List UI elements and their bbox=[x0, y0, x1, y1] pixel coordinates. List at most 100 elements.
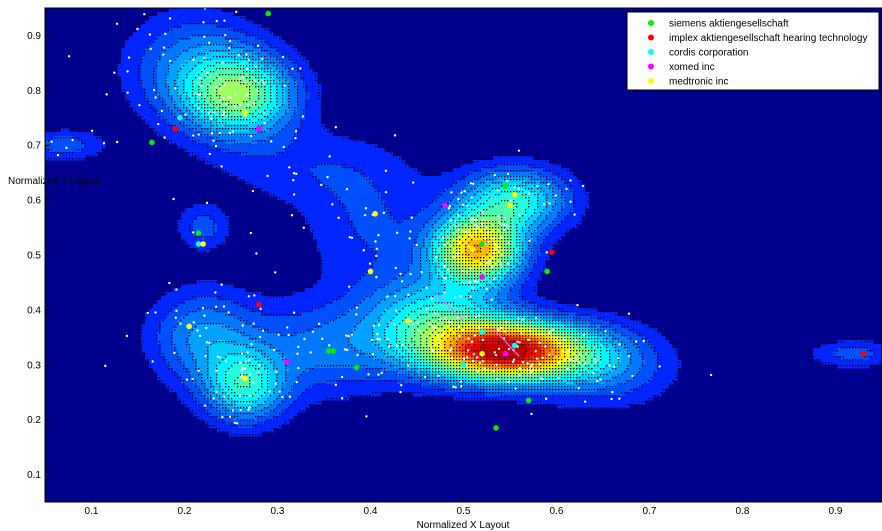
contour-cell bbox=[201, 64, 206, 69]
contour-cell bbox=[385, 384, 390, 389]
contour-cell bbox=[221, 20, 226, 25]
contour-cell bbox=[253, 420, 258, 425]
contour-cell bbox=[153, 84, 158, 89]
contour-cell bbox=[217, 296, 222, 301]
contour-cell bbox=[269, 376, 274, 381]
contour-cell bbox=[225, 300, 230, 305]
contour-cell bbox=[385, 216, 390, 221]
contour-cell bbox=[261, 320, 266, 325]
contour-cell bbox=[337, 256, 342, 261]
contour-cell bbox=[205, 244, 210, 249]
contour-cell bbox=[289, 132, 294, 137]
contour-cell bbox=[205, 368, 210, 373]
contour-cell bbox=[321, 376, 326, 381]
contour-cell bbox=[205, 248, 210, 253]
contour-cell bbox=[285, 48, 290, 53]
contour-cell bbox=[381, 320, 386, 325]
contour-cell bbox=[421, 180, 426, 185]
contour-cell bbox=[385, 280, 390, 285]
contour-cell bbox=[237, 340, 242, 345]
contour-cell bbox=[65, 132, 70, 137]
contour-cell bbox=[149, 312, 154, 317]
contour-cell bbox=[217, 336, 222, 341]
contour-cell bbox=[353, 300, 358, 305]
contour-cell bbox=[169, 84, 174, 89]
contour-cell bbox=[365, 200, 370, 205]
contour-cell bbox=[65, 140, 70, 145]
contour-cell bbox=[321, 172, 326, 177]
contour-cell bbox=[269, 64, 274, 69]
contour-cell bbox=[393, 176, 398, 181]
contour-cell bbox=[189, 396, 194, 401]
contour-cell bbox=[401, 376, 406, 381]
contour-cell bbox=[133, 44, 138, 49]
contour-cell bbox=[377, 236, 382, 241]
contour-cell bbox=[181, 80, 186, 85]
contour-cell bbox=[321, 188, 326, 193]
contour-cell bbox=[253, 344, 258, 349]
contour-cell bbox=[293, 364, 298, 369]
contour-cell bbox=[169, 384, 174, 389]
contour-cell bbox=[201, 148, 206, 153]
contour-cell bbox=[225, 156, 230, 161]
contour-cell bbox=[345, 388, 350, 393]
contour-cell bbox=[157, 344, 162, 349]
contour-cell bbox=[401, 168, 406, 173]
contour-cell bbox=[309, 324, 314, 329]
contour-cell bbox=[225, 388, 230, 393]
contour-cell bbox=[209, 76, 214, 81]
contour-cell bbox=[301, 144, 306, 149]
contour-cell bbox=[389, 156, 394, 161]
contour-cell bbox=[305, 312, 310, 317]
contour-cell bbox=[53, 152, 58, 157]
contour-cell bbox=[225, 404, 230, 409]
contour-cell bbox=[157, 320, 162, 325]
contour-cell bbox=[161, 44, 166, 49]
contour-cell bbox=[221, 384, 226, 389]
contour-cell bbox=[381, 292, 386, 297]
contour-cell bbox=[397, 328, 402, 333]
contour-cell bbox=[365, 328, 370, 333]
contour-cell bbox=[221, 104, 226, 109]
contour-cell bbox=[145, 328, 150, 333]
contour-cell bbox=[293, 152, 298, 157]
contour-cell bbox=[213, 332, 218, 337]
contour-cell bbox=[181, 12, 186, 17]
contour-cell bbox=[377, 308, 382, 313]
contour-cell bbox=[353, 204, 358, 209]
contour-cell bbox=[373, 272, 378, 277]
contour-cell bbox=[329, 216, 334, 221]
contour-cell bbox=[341, 316, 346, 321]
contour-cell bbox=[277, 92, 282, 97]
contour-cell bbox=[361, 280, 366, 285]
contour-cell bbox=[209, 288, 214, 293]
contour-cell bbox=[293, 56, 298, 61]
contour-cell bbox=[161, 316, 166, 321]
contour-cell bbox=[341, 328, 346, 333]
contour-cell bbox=[261, 44, 266, 49]
contour-cell bbox=[209, 132, 214, 137]
contour-cell bbox=[153, 116, 158, 121]
contour-cell bbox=[261, 152, 266, 157]
contour-cell bbox=[333, 216, 338, 221]
contour-cell bbox=[365, 300, 370, 305]
contour-cell bbox=[297, 204, 302, 209]
contour-cell bbox=[309, 120, 314, 125]
contour-cell bbox=[377, 180, 382, 185]
contour-cell bbox=[285, 192, 290, 197]
contour-cell bbox=[249, 32, 254, 37]
contour-cell bbox=[361, 292, 366, 297]
contour-cell bbox=[209, 212, 214, 217]
contour-cell bbox=[301, 400, 306, 405]
contour-cell bbox=[317, 232, 322, 237]
contour-cell bbox=[313, 132, 318, 137]
contour-cell bbox=[305, 360, 310, 365]
contour-cell bbox=[237, 324, 242, 329]
contour-cell bbox=[161, 40, 166, 45]
contour-cell bbox=[165, 300, 170, 305]
contour-cell bbox=[189, 20, 194, 25]
contour-cell bbox=[417, 204, 422, 209]
contour-cell bbox=[193, 92, 198, 97]
contour-cell bbox=[165, 24, 170, 29]
contour-cell bbox=[193, 204, 198, 209]
